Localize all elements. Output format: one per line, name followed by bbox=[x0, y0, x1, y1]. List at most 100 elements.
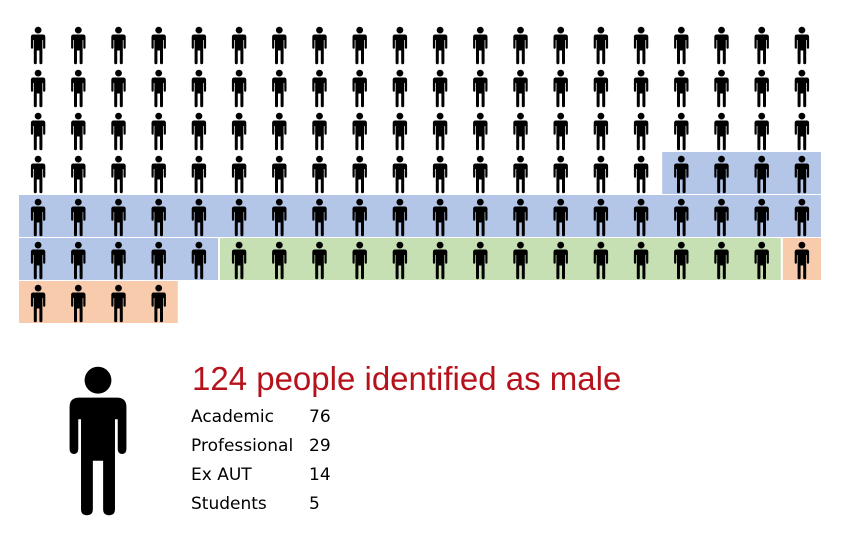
person-icon bbox=[231, 155, 247, 194]
person-icon bbox=[794, 69, 810, 108]
person-icon bbox=[593, 112, 609, 151]
person-icon bbox=[71, 112, 86, 151]
legend-value: 14 bbox=[309, 464, 331, 485]
legend-row-ex-aut: Ex AUT 14 bbox=[191, 460, 331, 489]
person-icon bbox=[553, 69, 568, 108]
legend-row-students: Students 5 bbox=[191, 489, 331, 518]
person-icon bbox=[513, 155, 528, 194]
person-icon bbox=[272, 155, 287, 194]
person-icon bbox=[513, 26, 528, 65]
person-icon bbox=[352, 69, 367, 108]
person-icon bbox=[312, 112, 327, 151]
person-icon bbox=[754, 241, 769, 280]
legend-table: Academic 76 Professional 29 Ex AUT 14 St… bbox=[191, 402, 331, 518]
person-icon bbox=[714, 198, 729, 237]
person-icon bbox=[674, 112, 689, 151]
person-icon bbox=[151, 198, 166, 237]
person-icon bbox=[111, 69, 126, 108]
person-icon bbox=[392, 69, 408, 108]
legend-label: Students bbox=[191, 493, 267, 514]
person-icon bbox=[633, 198, 649, 237]
person-icon bbox=[473, 241, 488, 280]
person-icon bbox=[392, 241, 408, 280]
person-icon bbox=[674, 241, 689, 280]
person-icon bbox=[432, 69, 448, 108]
person-icon bbox=[151, 69, 166, 108]
person-icon bbox=[111, 112, 126, 151]
person-icon bbox=[513, 241, 528, 280]
person-icon bbox=[191, 241, 207, 280]
person-icon bbox=[312, 198, 327, 237]
person-icon bbox=[794, 241, 810, 280]
headline: 124 people identified as male bbox=[192, 360, 622, 397]
person-icon bbox=[513, 198, 528, 237]
person-icon bbox=[432, 155, 448, 194]
person-icon bbox=[231, 241, 247, 280]
person-icon bbox=[352, 112, 367, 151]
person-icon bbox=[191, 198, 207, 237]
person-icon bbox=[231, 112, 247, 151]
person-icon bbox=[231, 26, 247, 65]
person-icon bbox=[30, 284, 46, 323]
person-icon bbox=[392, 198, 408, 237]
person-icon bbox=[794, 155, 810, 194]
person-icon bbox=[553, 198, 568, 237]
person-icon bbox=[111, 198, 126, 237]
person-icon bbox=[151, 26, 166, 65]
person-icon bbox=[553, 155, 568, 194]
person-icon bbox=[30, 26, 46, 65]
person-icon bbox=[151, 284, 166, 323]
person-icon bbox=[473, 69, 488, 108]
person-icon bbox=[714, 155, 729, 194]
person-icon bbox=[71, 26, 86, 65]
person-icon bbox=[432, 112, 448, 151]
legend-row-academic: Academic 76 bbox=[191, 402, 331, 431]
person-icon bbox=[714, 26, 729, 65]
person-icon bbox=[553, 112, 568, 151]
person-icon bbox=[473, 26, 488, 65]
person-icon bbox=[674, 198, 689, 237]
person-icon bbox=[432, 241, 448, 280]
person-icon bbox=[272, 69, 287, 108]
category-bands bbox=[19, 152, 821, 323]
person-icon bbox=[593, 26, 609, 65]
band-professional bbox=[19, 195, 821, 237]
legend-row-professional: Professional 29 bbox=[191, 431, 331, 460]
person-icon bbox=[473, 198, 488, 237]
person-icon bbox=[754, 26, 769, 65]
person-icon bbox=[191, 112, 207, 151]
person-icon bbox=[714, 241, 729, 280]
person-icon bbox=[231, 69, 247, 108]
person-icon bbox=[272, 112, 287, 151]
band-students bbox=[19, 281, 178, 323]
person-icon bbox=[473, 112, 488, 151]
person-icon bbox=[30, 198, 46, 237]
person-icon bbox=[352, 26, 367, 65]
person-icon bbox=[272, 26, 287, 65]
person-icon bbox=[754, 198, 769, 237]
person-icon bbox=[714, 112, 729, 151]
person-icon bbox=[392, 26, 408, 65]
person-icon bbox=[151, 112, 166, 151]
person-icon bbox=[272, 198, 287, 237]
legend-value: 76 bbox=[309, 406, 331, 427]
person-icon bbox=[151, 241, 166, 280]
person-icon bbox=[352, 241, 367, 280]
person-icon bbox=[633, 241, 649, 280]
person-icon bbox=[633, 69, 649, 108]
legend-label: Ex AUT bbox=[191, 464, 252, 485]
person-icon bbox=[513, 69, 528, 108]
person-icon bbox=[231, 198, 247, 237]
person-icon bbox=[633, 155, 649, 194]
band-professional bbox=[662, 152, 821, 194]
person-icon bbox=[71, 69, 86, 108]
person-icon bbox=[71, 241, 86, 280]
person-icon bbox=[593, 155, 609, 194]
person-icon bbox=[111, 26, 126, 65]
person-icon bbox=[30, 69, 46, 108]
person-icon bbox=[312, 26, 327, 65]
person-icon bbox=[553, 26, 568, 65]
person-icon bbox=[633, 26, 649, 65]
person-icon bbox=[30, 155, 46, 194]
person-icon bbox=[432, 26, 448, 65]
